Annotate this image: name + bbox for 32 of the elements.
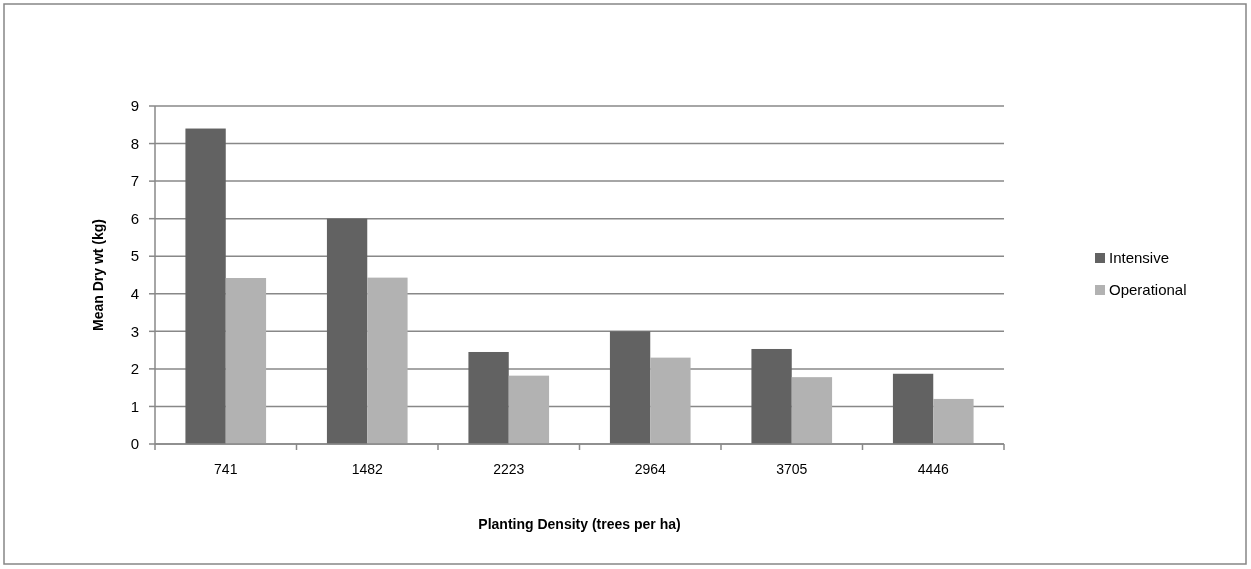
- bar: [468, 351, 509, 444]
- bar: [650, 357, 691, 444]
- x-tick-label: 741: [214, 461, 238, 477]
- y-tick-label: 8: [130, 134, 139, 152]
- y-tick-label: 6: [130, 209, 139, 227]
- bar: [791, 377, 833, 444]
- y-tick-label: 1: [130, 397, 139, 415]
- x-tick-label: 3705: [776, 461, 808, 477]
- y-tick-label: 5: [130, 247, 139, 265]
- bar: [892, 373, 934, 444]
- bar: [326, 218, 368, 444]
- bar: [609, 331, 651, 444]
- y-tick-label: 4: [130, 285, 139, 303]
- x-tick-label: 4446: [917, 461, 950, 477]
- bar: [508, 375, 550, 444]
- bar: [185, 128, 226, 444]
- x-tick-label: 1482: [351, 461, 384, 477]
- legend-label: Intensive: [1109, 249, 1170, 267]
- y-tick-label: 3: [130, 322, 139, 340]
- x-tick-label: 2964: [634, 461, 667, 477]
- y-tick-label: 9: [130, 97, 139, 115]
- x-axis-title: Planting Density (trees per ha): [478, 516, 681, 532]
- y-tick-label: 7: [130, 172, 139, 190]
- bar: [367, 277, 408, 444]
- y-tick-label: 0: [130, 435, 139, 453]
- bar: [933, 398, 974, 444]
- x-tick-label: 2223: [493, 461, 525, 477]
- bar: [751, 348, 792, 444]
- y-axis-title: Mean Dry wt (kg): [90, 218, 106, 332]
- bar: [225, 278, 267, 444]
- y-tick-label: 2: [130, 360, 139, 378]
- legend-label: Operational: [1109, 281, 1187, 299]
